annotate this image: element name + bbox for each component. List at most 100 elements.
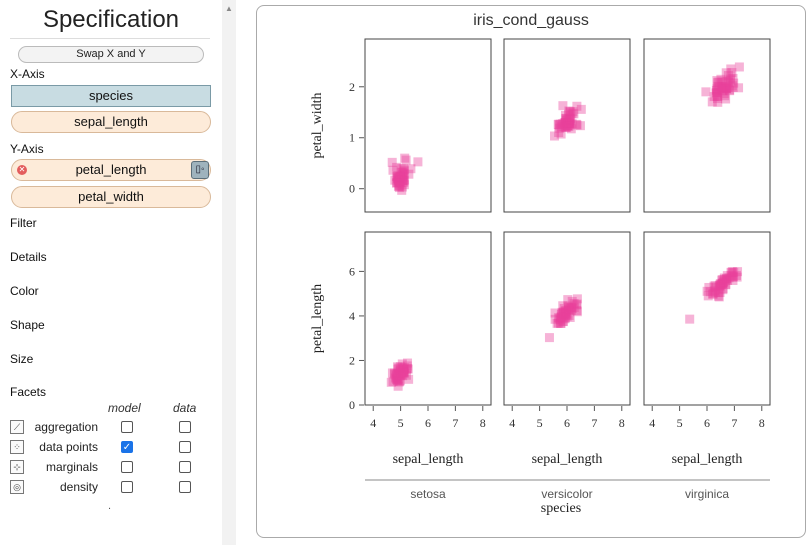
- remove-icon[interactable]: ✕: [17, 165, 27, 175]
- swap-xy-button[interactable]: Swap X and Y: [18, 46, 204, 63]
- data-point: [721, 274, 731, 284]
- column-axis-title: species: [541, 501, 581, 516]
- shape-shelf[interactable]: Shape: [10, 318, 45, 332]
- data-point: [399, 180, 409, 190]
- data-point: [395, 366, 405, 376]
- panel-scrollbar[interactable]: ▲: [222, 0, 236, 545]
- data-point: [728, 82, 738, 92]
- data-points-model-checkbox[interactable]: ✓: [121, 441, 133, 453]
- data-point: [575, 121, 585, 131]
- data-point: [393, 369, 403, 379]
- data-point: [564, 310, 574, 320]
- marginals-model-checkbox[interactable]: [121, 461, 133, 473]
- data-point: [393, 178, 403, 188]
- layer-data-points-label: data points: [39, 440, 98, 454]
- y-field-petal-width[interactable]: petal_width: [11, 186, 211, 208]
- density-model-checkbox[interactable]: [121, 481, 133, 493]
- data-point: [565, 312, 575, 322]
- data-point: [712, 76, 722, 86]
- x-field-species[interactable]: species: [11, 85, 211, 107]
- data-point: [702, 286, 712, 296]
- data-point: [556, 318, 566, 328]
- data-point: [567, 303, 577, 313]
- data-point: [554, 119, 564, 129]
- data-point: [555, 120, 565, 130]
- data-point: [557, 122, 567, 132]
- details-shelf[interactable]: Details: [10, 250, 47, 264]
- data-point: [727, 267, 737, 277]
- data-point: [715, 280, 725, 290]
- field-config-icon[interactable]: ▯◦: [191, 161, 209, 179]
- data-point: [713, 288, 723, 298]
- data-point: [395, 376, 405, 386]
- x-axis-title: sepal_length: [532, 452, 603, 467]
- data-point: [714, 292, 724, 302]
- y-tick-label: 0: [349, 182, 355, 196]
- chart-title: iris_cond_gauss: [473, 12, 589, 29]
- aggregation-model-checkbox[interactable]: [121, 421, 133, 433]
- marginals-data-checkbox[interactable]: [179, 461, 191, 473]
- size-shelf[interactable]: Size: [10, 352, 34, 366]
- data-point: [396, 172, 406, 182]
- color-shelf[interactable]: Color: [10, 284, 39, 298]
- data-point: [565, 107, 575, 117]
- x-tick-label: 8: [480, 416, 486, 430]
- x-tick-label: 8: [619, 416, 625, 430]
- x-tick-label: 5: [398, 416, 404, 430]
- data-point: [717, 278, 727, 288]
- data-point: [711, 88, 721, 98]
- data-point: [397, 170, 407, 180]
- filter-shelf[interactable]: Filter: [10, 216, 37, 230]
- data-point: [563, 118, 573, 128]
- x-tick-label: 5: [537, 416, 543, 430]
- layer-marginals-label: marginals: [45, 460, 98, 474]
- data-point: [710, 287, 720, 297]
- data-point: [712, 84, 722, 94]
- density-data-checkbox[interactable]: [179, 481, 191, 493]
- data-point: [564, 106, 574, 116]
- data-point: [399, 367, 409, 377]
- data-point: [701, 87, 711, 97]
- data-point: [399, 176, 409, 186]
- data-point: [556, 318, 566, 328]
- data-point: [726, 73, 736, 83]
- data-point: [398, 365, 408, 375]
- data-point: [401, 155, 411, 165]
- data-point: [396, 174, 406, 184]
- data-point: [558, 308, 568, 318]
- data-point: [389, 368, 399, 378]
- data-point: [562, 311, 572, 321]
- data-point: [714, 282, 724, 292]
- data-point: [719, 89, 729, 99]
- data-point: [393, 364, 403, 374]
- data-point: [391, 371, 401, 381]
- data-point: [404, 169, 414, 179]
- data-point: [561, 307, 571, 317]
- data-point: [568, 107, 578, 117]
- x-field-sepal-length[interactable]: sepal_length: [11, 111, 211, 133]
- scroll-up-icon[interactable]: ▲: [225, 4, 233, 13]
- data-point: [396, 164, 406, 174]
- data-point: [721, 84, 731, 94]
- data-point: [566, 124, 576, 134]
- data-point: [394, 175, 404, 185]
- data-point: [396, 368, 406, 378]
- data-point: [717, 275, 727, 285]
- data-point: [717, 278, 727, 288]
- facet-cell-petal_width-versicolor: [503, 38, 631, 213]
- data-point: [564, 116, 574, 126]
- y-field-petal-length[interactable]: ✕ petal_length ▯◦: [11, 159, 211, 181]
- data-point: [723, 83, 733, 93]
- visualization-card: iris_cond_gauss petal_width 0 1 2 petal_lengt…: [256, 5, 806, 538]
- data-point: [560, 306, 570, 316]
- y-axis-label: Y-Axis: [10, 142, 44, 156]
- data-point: [685, 314, 695, 324]
- data-point: [563, 295, 573, 305]
- data-point: [393, 172, 403, 182]
- aggregation-data-checkbox[interactable]: [179, 421, 191, 433]
- data-point: [725, 85, 735, 95]
- data-points-data-checkbox[interactable]: [179, 441, 191, 453]
- facets-shelf[interactable]: Facets: [10, 385, 47, 399]
- data-point: [561, 114, 571, 124]
- marginals-icon: ⊹: [10, 460, 24, 474]
